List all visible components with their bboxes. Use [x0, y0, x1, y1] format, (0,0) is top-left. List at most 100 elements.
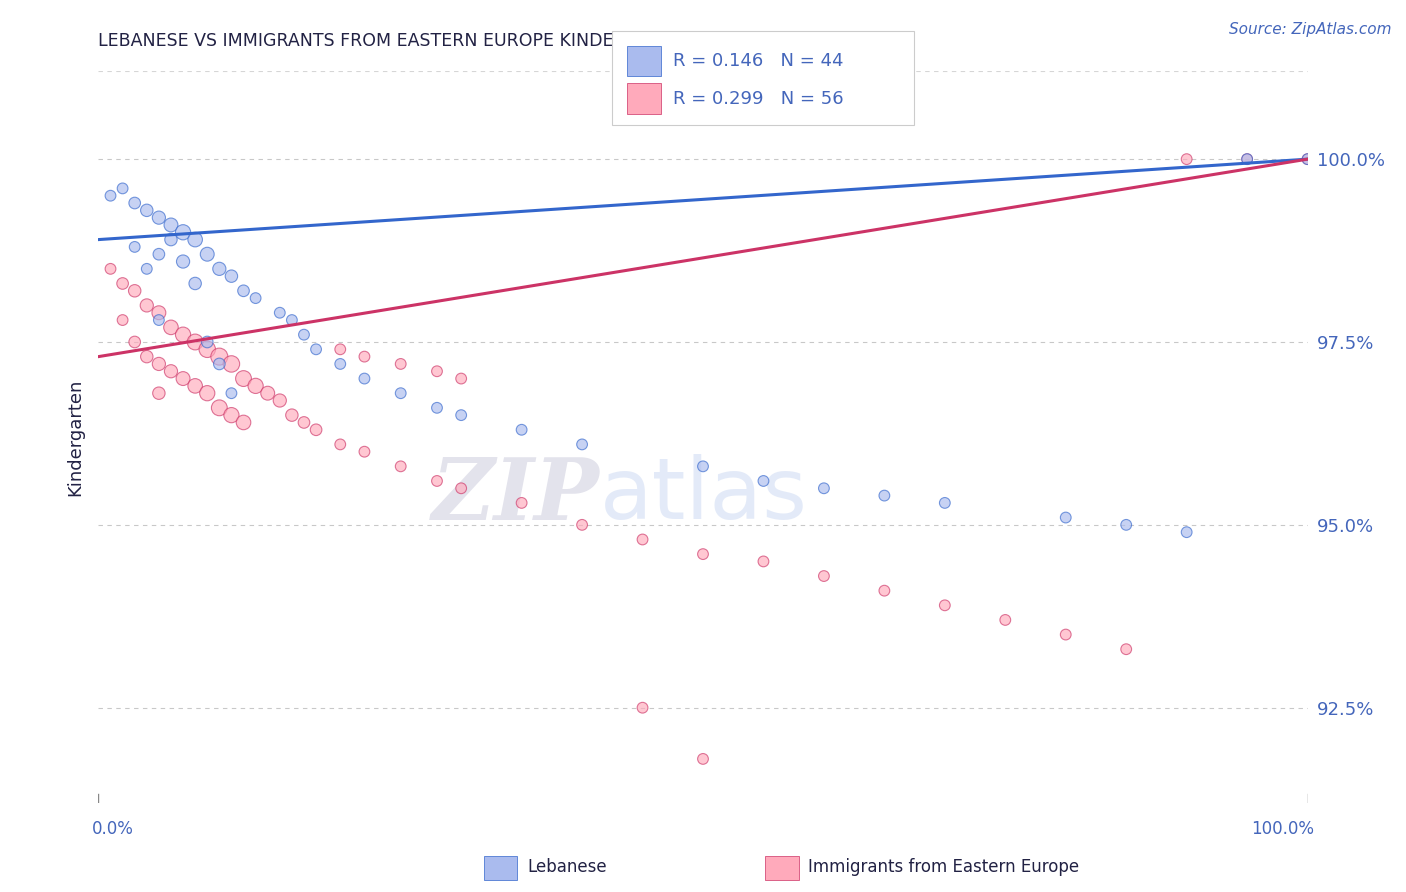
Point: [426, 401, 449, 415]
Point: [148, 357, 170, 371]
Point: [184, 277, 207, 291]
Point: [208, 357, 231, 371]
Point: [389, 357, 412, 371]
Point: [510, 496, 533, 510]
Point: [329, 343, 352, 357]
Point: [631, 533, 654, 547]
Point: [195, 247, 218, 261]
Point: [124, 240, 146, 254]
Point: [813, 481, 835, 495]
Point: [232, 284, 254, 298]
Point: [1296, 152, 1319, 166]
Point: [184, 334, 207, 349]
Point: [221, 357, 243, 371]
Point: [160, 233, 183, 247]
Text: Source: ZipAtlas.com: Source: ZipAtlas.com: [1229, 22, 1392, 37]
Point: [148, 386, 170, 401]
Point: [1236, 152, 1258, 166]
Point: [692, 547, 714, 561]
Point: [631, 700, 654, 714]
Point: [184, 379, 207, 393]
Point: [135, 261, 157, 276]
Point: [184, 233, 207, 247]
Point: [813, 569, 835, 583]
Point: [172, 327, 194, 342]
Point: [1175, 525, 1198, 540]
Point: [172, 225, 194, 239]
Point: [353, 444, 375, 458]
Point: [305, 423, 328, 437]
Text: Immigrants from Eastern Europe: Immigrants from Eastern Europe: [808, 858, 1080, 876]
Text: R = 0.146   N = 44: R = 0.146 N = 44: [673, 53, 844, 70]
Point: [692, 459, 714, 474]
Point: [172, 371, 194, 385]
Point: [100, 261, 122, 276]
Point: [221, 269, 243, 284]
Point: [160, 218, 183, 232]
Point: [208, 261, 231, 276]
Point: [292, 416, 315, 430]
Text: Lebanese: Lebanese: [527, 858, 607, 876]
Y-axis label: Kindergarten: Kindergarten: [66, 378, 84, 496]
Point: [426, 474, 449, 488]
Point: [692, 752, 714, 766]
Point: [111, 313, 134, 327]
Text: LEBANESE VS IMMIGRANTS FROM EASTERN EUROPE KINDERGARTEN CORRELATION CHART: LEBANESE VS IMMIGRANTS FROM EASTERN EURO…: [98, 32, 891, 50]
Text: 100.0%: 100.0%: [1251, 821, 1315, 838]
Point: [1296, 152, 1319, 166]
Point: [934, 599, 956, 613]
Point: [221, 386, 243, 401]
Point: [124, 196, 146, 211]
Point: [752, 554, 775, 568]
Point: [172, 254, 194, 268]
Point: [111, 277, 134, 291]
Point: [389, 386, 412, 401]
Point: [389, 459, 412, 474]
Point: [873, 489, 896, 503]
Point: [135, 203, 157, 218]
Point: [281, 313, 304, 327]
Point: [148, 247, 170, 261]
Point: [450, 371, 472, 385]
Point: [208, 401, 231, 415]
Point: [269, 306, 291, 320]
Point: [195, 343, 218, 357]
Point: [100, 188, 122, 202]
Point: [329, 357, 352, 371]
Point: [245, 291, 267, 305]
Point: [221, 408, 243, 422]
Point: [752, 474, 775, 488]
Point: [994, 613, 1017, 627]
Point: [232, 371, 254, 385]
Point: [1054, 627, 1077, 641]
Point: [195, 334, 218, 349]
Point: [245, 379, 267, 393]
Point: [1175, 152, 1198, 166]
Point: [256, 386, 278, 401]
Point: [160, 364, 183, 378]
Point: [571, 437, 593, 451]
Point: [160, 320, 183, 334]
Point: [305, 343, 328, 357]
Point: [571, 517, 593, 532]
Point: [148, 313, 170, 327]
Text: ZIP: ZIP: [433, 454, 600, 537]
Point: [353, 371, 375, 385]
Text: R = 0.299   N = 56: R = 0.299 N = 56: [673, 90, 844, 108]
Text: atlas: atlas: [600, 454, 808, 537]
Point: [934, 496, 956, 510]
Point: [353, 350, 375, 364]
Point: [1236, 152, 1258, 166]
Point: [1054, 510, 1077, 524]
Point: [281, 408, 304, 422]
Point: [450, 408, 472, 422]
Point: [135, 298, 157, 312]
Text: 0.0%: 0.0%: [91, 821, 134, 838]
Point: [111, 181, 134, 195]
Point: [195, 386, 218, 401]
Point: [269, 393, 291, 408]
Point: [208, 350, 231, 364]
Point: [873, 583, 896, 598]
Point: [292, 327, 315, 342]
Point: [510, 423, 533, 437]
